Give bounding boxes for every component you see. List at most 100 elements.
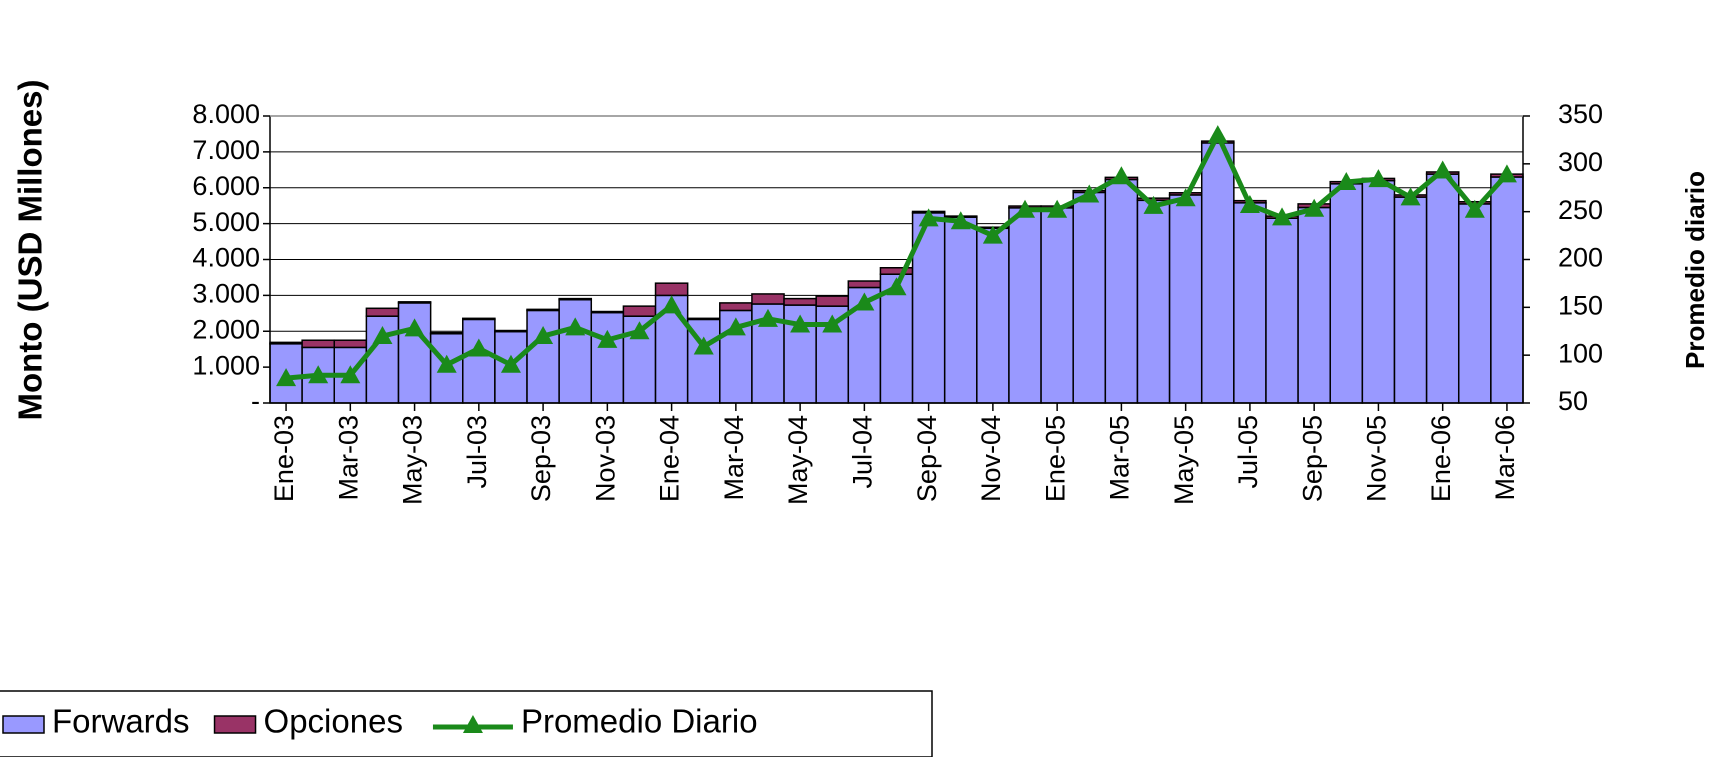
marker xyxy=(661,295,682,314)
marker xyxy=(468,338,489,357)
y2-tick-label: 50 xyxy=(1558,386,1588,416)
bar xyxy=(943,216,978,404)
bar xyxy=(462,317,496,321)
marker xyxy=(565,317,586,336)
bar xyxy=(590,311,625,404)
marker xyxy=(1432,160,1453,179)
bar xyxy=(526,309,560,404)
marker xyxy=(1015,199,1036,218)
legend-label: Forwards xyxy=(52,703,190,740)
x-tick-label: Mar-05 xyxy=(1105,415,1135,501)
legend-box xyxy=(0,690,933,757)
x-tick-label: Jul-05 xyxy=(1233,415,1263,489)
y2-tick-label: 300 xyxy=(1558,147,1603,177)
bar xyxy=(397,301,432,304)
marker xyxy=(404,318,425,337)
bar xyxy=(365,307,400,317)
bar xyxy=(1104,178,1139,404)
legend-label: Promedio Diario xyxy=(521,703,758,740)
marker xyxy=(340,365,361,384)
bar xyxy=(1200,142,1235,404)
y-tick-label: 5.000 xyxy=(192,207,260,237)
marker xyxy=(1400,187,1421,206)
marker xyxy=(372,326,393,345)
y2-tick-label: 150 xyxy=(1558,290,1603,320)
marker xyxy=(629,321,650,340)
bar xyxy=(269,341,303,345)
marker xyxy=(1207,125,1228,144)
bar xyxy=(558,297,593,301)
marker xyxy=(276,368,297,387)
marker xyxy=(1143,195,1164,214)
marker xyxy=(790,314,811,333)
y2-tick-label: 350 xyxy=(1558,99,1603,129)
marker xyxy=(1304,198,1325,217)
legend-swatch xyxy=(213,715,257,734)
y-tick-label: 6.000 xyxy=(192,171,260,201)
y2-tick-label: 250 xyxy=(1558,195,1603,225)
bar xyxy=(558,298,593,404)
marker xyxy=(950,211,971,230)
y-tick-label: 4.000 xyxy=(192,243,260,273)
bar xyxy=(847,280,882,289)
x-tick-label: Jul-03 xyxy=(462,415,492,489)
bar xyxy=(590,310,625,314)
x-tick-label: May-04 xyxy=(783,415,813,505)
legend-marker xyxy=(462,715,483,733)
x-tick-label: Ene-04 xyxy=(655,415,685,502)
marker xyxy=(757,308,778,327)
bar xyxy=(976,227,1010,404)
x-tick-label: Sep-04 xyxy=(912,415,942,502)
y-tick-label: 7.000 xyxy=(192,135,260,165)
marker xyxy=(436,354,457,373)
bar xyxy=(622,305,657,317)
y2-tick-label: 200 xyxy=(1558,243,1603,273)
y-tick-label: 1.000 xyxy=(192,350,260,380)
bar xyxy=(1136,199,1171,404)
marker xyxy=(1272,207,1293,226)
marker xyxy=(1368,169,1389,188)
x-tick-label: Mar-03 xyxy=(333,415,363,501)
bar xyxy=(1008,207,1042,404)
x-tick-label: Ene-05 xyxy=(1040,415,1070,502)
bar xyxy=(1072,191,1107,404)
marker xyxy=(1239,194,1260,213)
bar xyxy=(1233,202,1267,404)
marker xyxy=(1111,166,1132,185)
marker xyxy=(1336,172,1357,191)
marker xyxy=(982,225,1003,244)
y-tick-label: 2.000 xyxy=(192,314,260,344)
y-tick-label: - xyxy=(251,386,260,416)
marker xyxy=(308,365,329,384)
y2-tick-label: 100 xyxy=(1558,338,1603,368)
marker xyxy=(533,326,554,345)
marker xyxy=(886,277,907,296)
bar xyxy=(333,339,368,349)
x-tick-label: Ene-03 xyxy=(269,415,299,502)
marker xyxy=(1496,164,1517,183)
y-axis-title: Monto (USD Millones) xyxy=(12,80,49,421)
bar xyxy=(526,308,560,312)
bar xyxy=(1393,196,1428,404)
y-tick-label: 3.000 xyxy=(192,279,260,309)
y-tick-label: 8.000 xyxy=(192,99,260,129)
bar xyxy=(783,297,817,306)
bar xyxy=(1168,194,1203,404)
bar xyxy=(494,329,528,333)
bar xyxy=(301,339,336,349)
bar xyxy=(719,302,753,312)
marker xyxy=(1175,188,1196,207)
bar xyxy=(1265,217,1299,404)
bar xyxy=(462,318,496,404)
bar xyxy=(751,293,785,305)
y2-axis-title: Promedio diario xyxy=(1680,171,1710,369)
x-tick-label: Ene-06 xyxy=(1426,415,1456,502)
bar xyxy=(1040,207,1074,404)
marker xyxy=(1079,184,1100,203)
x-tick-label: Nov-03 xyxy=(590,415,620,502)
x-tick-label: Mar-04 xyxy=(719,415,749,501)
bar xyxy=(1457,203,1492,404)
bar xyxy=(429,331,464,335)
marker xyxy=(822,314,843,333)
